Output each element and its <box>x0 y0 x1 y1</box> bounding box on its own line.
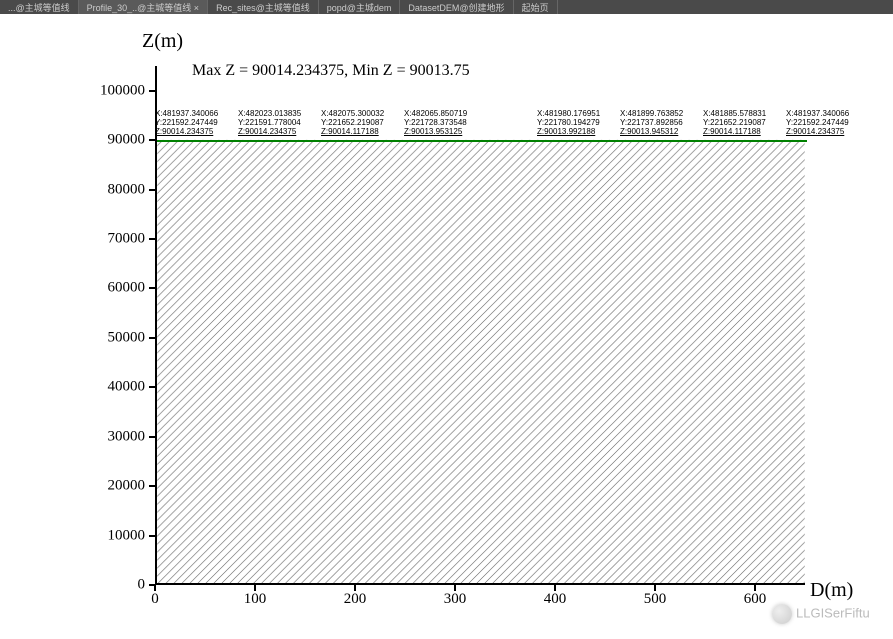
xtick-label: 500 <box>644 591 667 608</box>
ytick-label: 70000 <box>65 231 145 248</box>
ytick-mark <box>149 535 155 537</box>
ytick-label: 100000 <box>65 82 145 99</box>
xtick-mark <box>454 585 456 591</box>
xtick-label: 600 <box>744 591 767 608</box>
ytick-mark <box>149 189 155 191</box>
point-label: X:482023.013835Y:221591.778004Z:90014.23… <box>238 110 301 136</box>
xtick-mark <box>354 585 356 591</box>
ytick-mark <box>149 90 155 92</box>
tab[interactable]: Profile_30_..@主城等值线 × <box>79 0 208 14</box>
xtick-label: 200 <box>344 591 367 608</box>
xtick-label: 400 <box>544 591 567 608</box>
ytick-label: 20000 <box>65 478 145 495</box>
xtick-label: 300 <box>444 591 467 608</box>
point-label: X:482065.850719Y:221728.373548Z:90013.95… <box>404 110 467 136</box>
point-label: X:481937.340066Y:221592.247449Z:90014.23… <box>786 110 849 136</box>
tab[interactable]: 起始页 <box>514 0 558 14</box>
tab-bar: ...@主城等值线Profile_30_..@主城等值线 ×Rec_sites@… <box>0 0 893 14</box>
plot-area <box>155 66 805 585</box>
y-axis-title: Z(m) <box>142 30 183 53</box>
watermark-text: LLGISerFiftu <box>796 605 870 620</box>
ytick-mark <box>149 287 155 289</box>
ytick-mark <box>149 337 155 339</box>
point-label: X:482075.300032Y:221652.219087Z:90014.11… <box>321 110 384 136</box>
xtick-mark <box>754 585 756 591</box>
point-label: X:481899.763852Y:221737.892856Z:90013.94… <box>620 110 683 136</box>
chart-area: Z(m) Max Z = 90014.234375, Min Z = 90013… <box>0 14 893 639</box>
x-axis-title: D(m) <box>810 579 853 602</box>
ytick-mark <box>149 436 155 438</box>
ytick-label: 30000 <box>65 428 145 445</box>
tab[interactable]: popd@主城dem <box>319 0 401 14</box>
ytick-mark <box>149 139 155 141</box>
xtick-label: 100 <box>244 591 267 608</box>
ytick-label: 0 <box>65 577 145 594</box>
xtick-mark <box>154 585 156 591</box>
point-label: X:481980.176951Y:221780.194279Z:90013.99… <box>537 110 600 136</box>
xtick-label: 0 <box>151 591 159 608</box>
ytick-mark <box>149 238 155 240</box>
xtick-mark <box>654 585 656 591</box>
point-label: X:481885.578831Y:221652.219087Z:90014.11… <box>703 110 766 136</box>
watermark: LLGISerFiftu <box>772 604 870 624</box>
ytick-mark <box>149 386 155 388</box>
ytick-label: 60000 <box>65 280 145 297</box>
profile-fill <box>157 140 807 585</box>
ytick-label: 40000 <box>65 379 145 396</box>
ytick-mark <box>149 485 155 487</box>
ytick-label: 90000 <box>65 132 145 149</box>
tab[interactable]: Rec_sites@主城等值线 <box>208 0 319 14</box>
watermark-icon <box>772 604 792 624</box>
ytick-label: 80000 <box>65 181 145 198</box>
ytick-label: 10000 <box>65 527 145 544</box>
xtick-mark <box>254 585 256 591</box>
tab[interactable]: DatasetDEM@创建地形 <box>400 0 513 14</box>
xtick-mark <box>554 585 556 591</box>
tab[interactable]: ...@主城等值线 <box>0 0 79 14</box>
ytick-label: 50000 <box>65 329 145 346</box>
point-label: X:481937.340066Y:221592.247449Z:90014.23… <box>155 110 218 136</box>
